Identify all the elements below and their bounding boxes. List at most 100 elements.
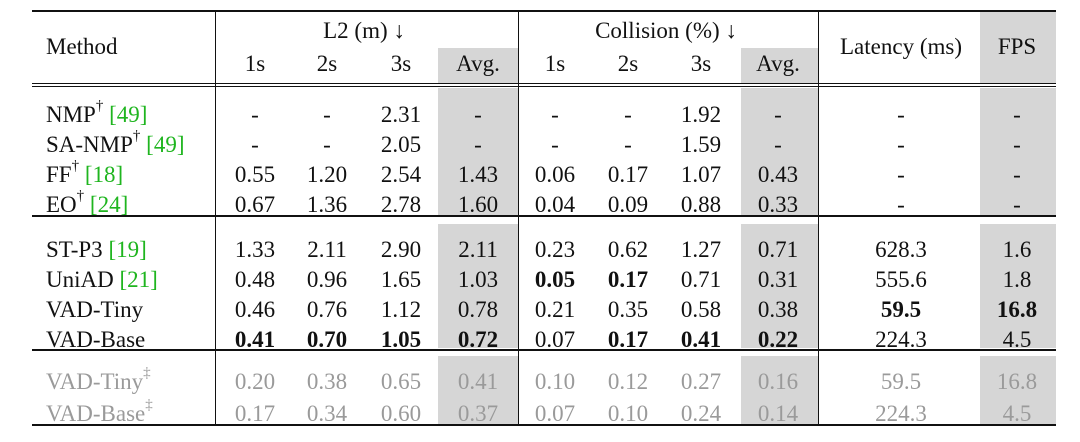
table-cell: - <box>897 192 905 217</box>
table-cell: 628.3 <box>875 237 927 262</box>
table-cell: 0.58 <box>680 297 722 322</box>
citation-link[interactable]: [18] <box>84 162 124 187</box>
subcolumn-header: Avg. <box>756 51 800 76</box>
rule <box>32 424 1056 426</box>
divider <box>818 12 819 424</box>
table-cell: - <box>897 162 905 187</box>
subcolumn-header: 1s <box>544 51 566 76</box>
table-cell: 0.76 <box>306 297 348 322</box>
table-cell: 0.62 <box>607 237 649 262</box>
method-marker: ‡ <box>143 365 151 382</box>
method-label: SA-NMP <box>46 132 133 157</box>
table-cell: 0.41 <box>457 369 499 394</box>
table-cell: - <box>897 102 905 127</box>
citation-link[interactable]: [49] <box>146 132 185 157</box>
header-fps: FPS <box>997 34 1037 59</box>
table-cell: 0.24 <box>680 401 722 426</box>
table-cell: 1.20 <box>306 162 348 187</box>
rule <box>32 349 1056 351</box>
table-cell: - <box>551 132 559 157</box>
subcolumn-header: 2s <box>617 51 639 76</box>
table-cell: - <box>1013 132 1021 157</box>
table-cell: 0.33 <box>757 192 799 217</box>
method-name: FF† [18] <box>46 159 124 189</box>
divider <box>518 12 519 424</box>
citation-link[interactable]: [24] <box>89 192 129 217</box>
table-cell: - <box>1013 192 1021 217</box>
method-marker: † <box>95 98 104 115</box>
table-cell: - <box>774 132 782 157</box>
table-cell: - <box>251 102 259 127</box>
method-marker: † <box>76 188 85 205</box>
table-cell: 0.70 <box>306 327 348 352</box>
table-cell: 2.54 <box>380 162 422 187</box>
table-cell: - <box>551 102 559 127</box>
table-cell: 0.20 <box>234 369 276 394</box>
method-name: VAD-Tiny‡ <box>46 365 151 396</box>
method-label: VAD-Base <box>46 401 146 426</box>
citation-link[interactable]: [21] <box>119 267 158 292</box>
table-cell: 0.67 <box>234 192 276 217</box>
table-cell: 1.03 <box>457 267 499 292</box>
table-cell: 0.07 <box>534 327 576 352</box>
table-cell: 1.60 <box>457 192 499 217</box>
table-cell: 1.59 <box>680 132 722 157</box>
table-cell: 0.06 <box>534 162 576 187</box>
citation-link[interactable]: [49] <box>109 102 148 127</box>
table-cell: 2.11 <box>458 237 498 262</box>
table-cell: - <box>774 102 782 127</box>
table-cell: - <box>323 132 331 157</box>
table-cell: - <box>474 132 482 157</box>
table-cell: 0.38 <box>757 297 799 322</box>
table-cell: 0.10 <box>534 369 576 394</box>
results-table: Method L2 (m) ↓ Collision (%) ↓ Latency (ms… <box>32 10 1056 426</box>
method-label: FF <box>46 162 72 187</box>
table-cell: 0.27 <box>680 369 722 394</box>
header-method: Method <box>46 34 118 59</box>
table-cell: 224.3 <box>875 327 927 352</box>
table-cell: 59.5 <box>880 369 922 394</box>
method-name: VAD-Tiny <box>46 296 143 324</box>
divider <box>215 12 216 424</box>
table-cell: 59.5 <box>880 297 922 322</box>
method-name: UniAD [21] <box>46 266 158 294</box>
table-cell: 0.07 <box>534 401 576 426</box>
rule <box>32 10 1056 12</box>
table-cell: 4.5 <box>1002 327 1032 352</box>
table-cell: 0.09 <box>607 192 649 217</box>
subcolumn-header: Avg. <box>456 51 500 76</box>
table-cell: - <box>1013 102 1021 127</box>
table-cell: 0.41 <box>234 327 276 352</box>
table-cell: 0.88 <box>680 192 722 217</box>
table-cell: - <box>1013 162 1021 187</box>
table-cell: 224.3 <box>875 401 927 426</box>
table-cell: 1.92 <box>680 102 722 127</box>
table-cell: 0.22 <box>757 327 799 352</box>
subcolumn-header: 2s <box>316 51 338 76</box>
table-cell: 16.8 <box>996 369 1038 394</box>
table-cell: 0.10 <box>607 401 649 426</box>
table-cell: 0.12 <box>607 369 649 394</box>
method-label: VAD-Base <box>46 327 146 352</box>
method-label: EO <box>46 192 77 217</box>
table-cell: 0.78 <box>457 297 499 322</box>
table-cell: 0.37 <box>457 401 499 426</box>
table-cell: 1.27 <box>680 237 722 262</box>
subcolumn-header: 3s <box>690 51 712 76</box>
method-label: NMP <box>46 102 96 127</box>
table-cell: 16.8 <box>996 297 1038 322</box>
table-cell: 4.5 <box>1002 401 1032 426</box>
subcolumn-header: 1s <box>244 51 266 76</box>
table-cell: - <box>897 132 905 157</box>
method-marker: † <box>132 128 141 145</box>
table-cell: 2.31 <box>380 102 422 127</box>
table-cell: 1.07 <box>680 162 722 187</box>
table-cell: 0.17 <box>607 162 649 187</box>
table-cell: 0.31 <box>757 267 799 292</box>
header-latency: Latency (ms) <box>840 34 962 59</box>
citation-link[interactable]: [19] <box>108 237 147 262</box>
method-name: ST-P3 [19] <box>46 236 147 264</box>
method-label: VAD-Tiny <box>46 369 144 394</box>
header-l2: L2 (m) ↓ <box>323 18 405 43</box>
table-cell: 0.71 <box>757 237 799 262</box>
